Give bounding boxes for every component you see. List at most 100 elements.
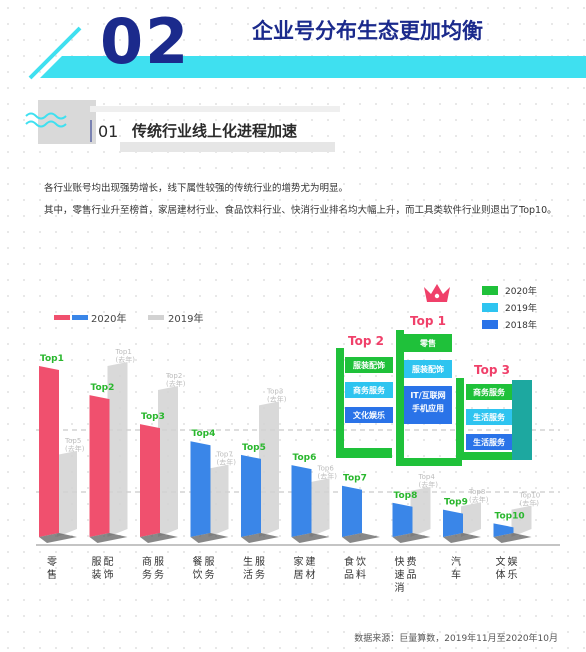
rank-2019-label: Top10 — [519, 492, 541, 500]
bar-2020 — [342, 485, 362, 537]
category-label-char: 务 — [154, 568, 164, 581]
category-label-char: 装 — [92, 568, 102, 581]
podium-legend-label: 2020年 — [505, 285, 537, 297]
podium-top1-frame — [396, 330, 462, 466]
legend-swatch-2019 — [148, 315, 164, 320]
bar-2020 — [443, 509, 463, 537]
rank-2020-label: Top8 — [394, 491, 418, 501]
bar-2019 — [259, 401, 279, 537]
bar-shadow — [190, 533, 229, 543]
bar-2019 — [57, 450, 77, 537]
category-label-char: 娱 — [508, 555, 518, 568]
podium-top2-item: 服装配饰 — [353, 360, 385, 370]
rank-2019-label: (去年) — [318, 471, 338, 480]
section-top-bar — [90, 106, 340, 112]
category-label-char: 体 — [496, 569, 506, 581]
podium-legend-label: 2018年 — [505, 319, 537, 331]
rank-2019-label: (去年) — [166, 379, 186, 388]
bar-2020 — [39, 366, 59, 537]
wave-icon — [25, 112, 67, 120]
category-label-char: 家 — [294, 555, 304, 568]
category-label-char: 车 — [451, 568, 461, 581]
category-label-char: 服 — [205, 556, 215, 568]
section-decoration — [25, 100, 340, 152]
category-label-char: 速 — [395, 569, 405, 581]
podium-top2-title: Top 2 — [348, 334, 384, 348]
crown-icon — [424, 284, 450, 302]
legend-swatch-2020-blue — [72, 315, 88, 320]
bar-2020 — [392, 502, 413, 537]
category-label-char: 文 — [496, 555, 506, 568]
header-cyan-band — [40, 56, 586, 78]
bar-shadow — [443, 533, 481, 543]
category-label-char: 生 — [243, 555, 253, 568]
rank-2019-label: (去年) — [116, 355, 136, 364]
section-underline-bar — [120, 142, 335, 152]
category-label-char: 服 — [154, 556, 164, 568]
bar-2020 — [89, 395, 110, 537]
category-label-char: 食 — [344, 555, 354, 568]
paragraph: 其中，零售行业升至榜首，家居建材行业、食品饮料行业、快消行业排名均大幅上升，而工… — [44, 205, 557, 216]
category-label-char: 商 — [142, 555, 152, 568]
bar-2019 — [511, 505, 532, 537]
category-label-char: 零 — [47, 556, 57, 568]
bar-shadow — [89, 533, 128, 543]
category-label-char: 品 — [407, 569, 417, 581]
podium-top1-item: 手机应用 — [412, 403, 444, 413]
header-slash — [28, 26, 82, 80]
category-label-char: 料 — [356, 568, 366, 581]
bar-2019 — [309, 478, 330, 537]
rank-2020-label: Top1 — [40, 354, 64, 364]
rank-2020-label: Top3 — [141, 412, 165, 422]
category-label-char: 饰 — [104, 568, 114, 581]
podium-top1-item-bg — [404, 334, 452, 352]
podium-legend-swatch — [482, 303, 498, 312]
category-label-char: 消 — [395, 581, 405, 594]
legend-label: 2019年 — [168, 312, 203, 325]
page-title: 企业号分布生态更加均衡 — [252, 19, 483, 43]
category-label-char: 饮 — [356, 555, 366, 568]
bar-2019 — [208, 464, 229, 537]
category-label-char: 活 — [243, 569, 253, 581]
podium-top2-item-bg — [345, 407, 393, 423]
section-title: 传统行业线上化进程加速 — [132, 122, 298, 140]
rank-2019-label: Top7 — [216, 451, 233, 459]
bar-2019 — [158, 385, 178, 537]
category-label-char: 居 — [294, 569, 304, 581]
category-label-char: 餐 — [193, 555, 203, 568]
rank-2019-label: Top2 — [165, 372, 182, 380]
podium-top1-item-bg — [404, 386, 452, 424]
podium-top1-item: IT/互联网 — [410, 390, 445, 400]
podium-top3-item-bg — [466, 409, 512, 425]
crown-gem — [434, 293, 440, 299]
header-decoration — [28, 26, 586, 80]
category-label-char: 材 — [306, 568, 316, 581]
legend-swatch-2020-red — [54, 315, 70, 320]
rank-2019-label: Top8 — [468, 488, 485, 496]
bar-2020 — [241, 454, 261, 537]
podium-legend-label: 2019年 — [505, 302, 537, 314]
podium-top3-item-bg — [466, 384, 512, 400]
podium-top3-item: 生活服务 — [473, 412, 506, 422]
rank-2020-label: Top6 — [293, 453, 317, 463]
podium-top3-item: 生活服务 — [473, 437, 506, 447]
bar-2020 — [493, 523, 514, 537]
podium-top1-item: 零售 — [419, 338, 436, 348]
podium-top2-item: 商务服务 — [353, 385, 386, 395]
category-label-char: 品 — [344, 569, 354, 581]
paragraph: 各行业账号均出现强势增长，线下属性较强的传统行业的增势尤为明显。 — [44, 183, 349, 194]
bar-2019 — [461, 502, 481, 537]
category-label-char: 费 — [407, 555, 417, 568]
category-label-char: 务 — [255, 568, 265, 581]
data-source-note: 数据来源：巨量算数，2019年11月至2020年10月 — [354, 634, 558, 644]
rank-2020-label: Top9 — [444, 498, 468, 508]
bar-shadow — [241, 533, 279, 543]
bar-shadow — [291, 533, 330, 543]
category-label-char: 服 — [255, 556, 265, 568]
category-label-char: 售 — [47, 568, 57, 581]
rank-2019-label: (去年) — [217, 458, 237, 467]
category-label-char: 快 — [395, 556, 405, 568]
bar-2020 — [190, 441, 211, 537]
